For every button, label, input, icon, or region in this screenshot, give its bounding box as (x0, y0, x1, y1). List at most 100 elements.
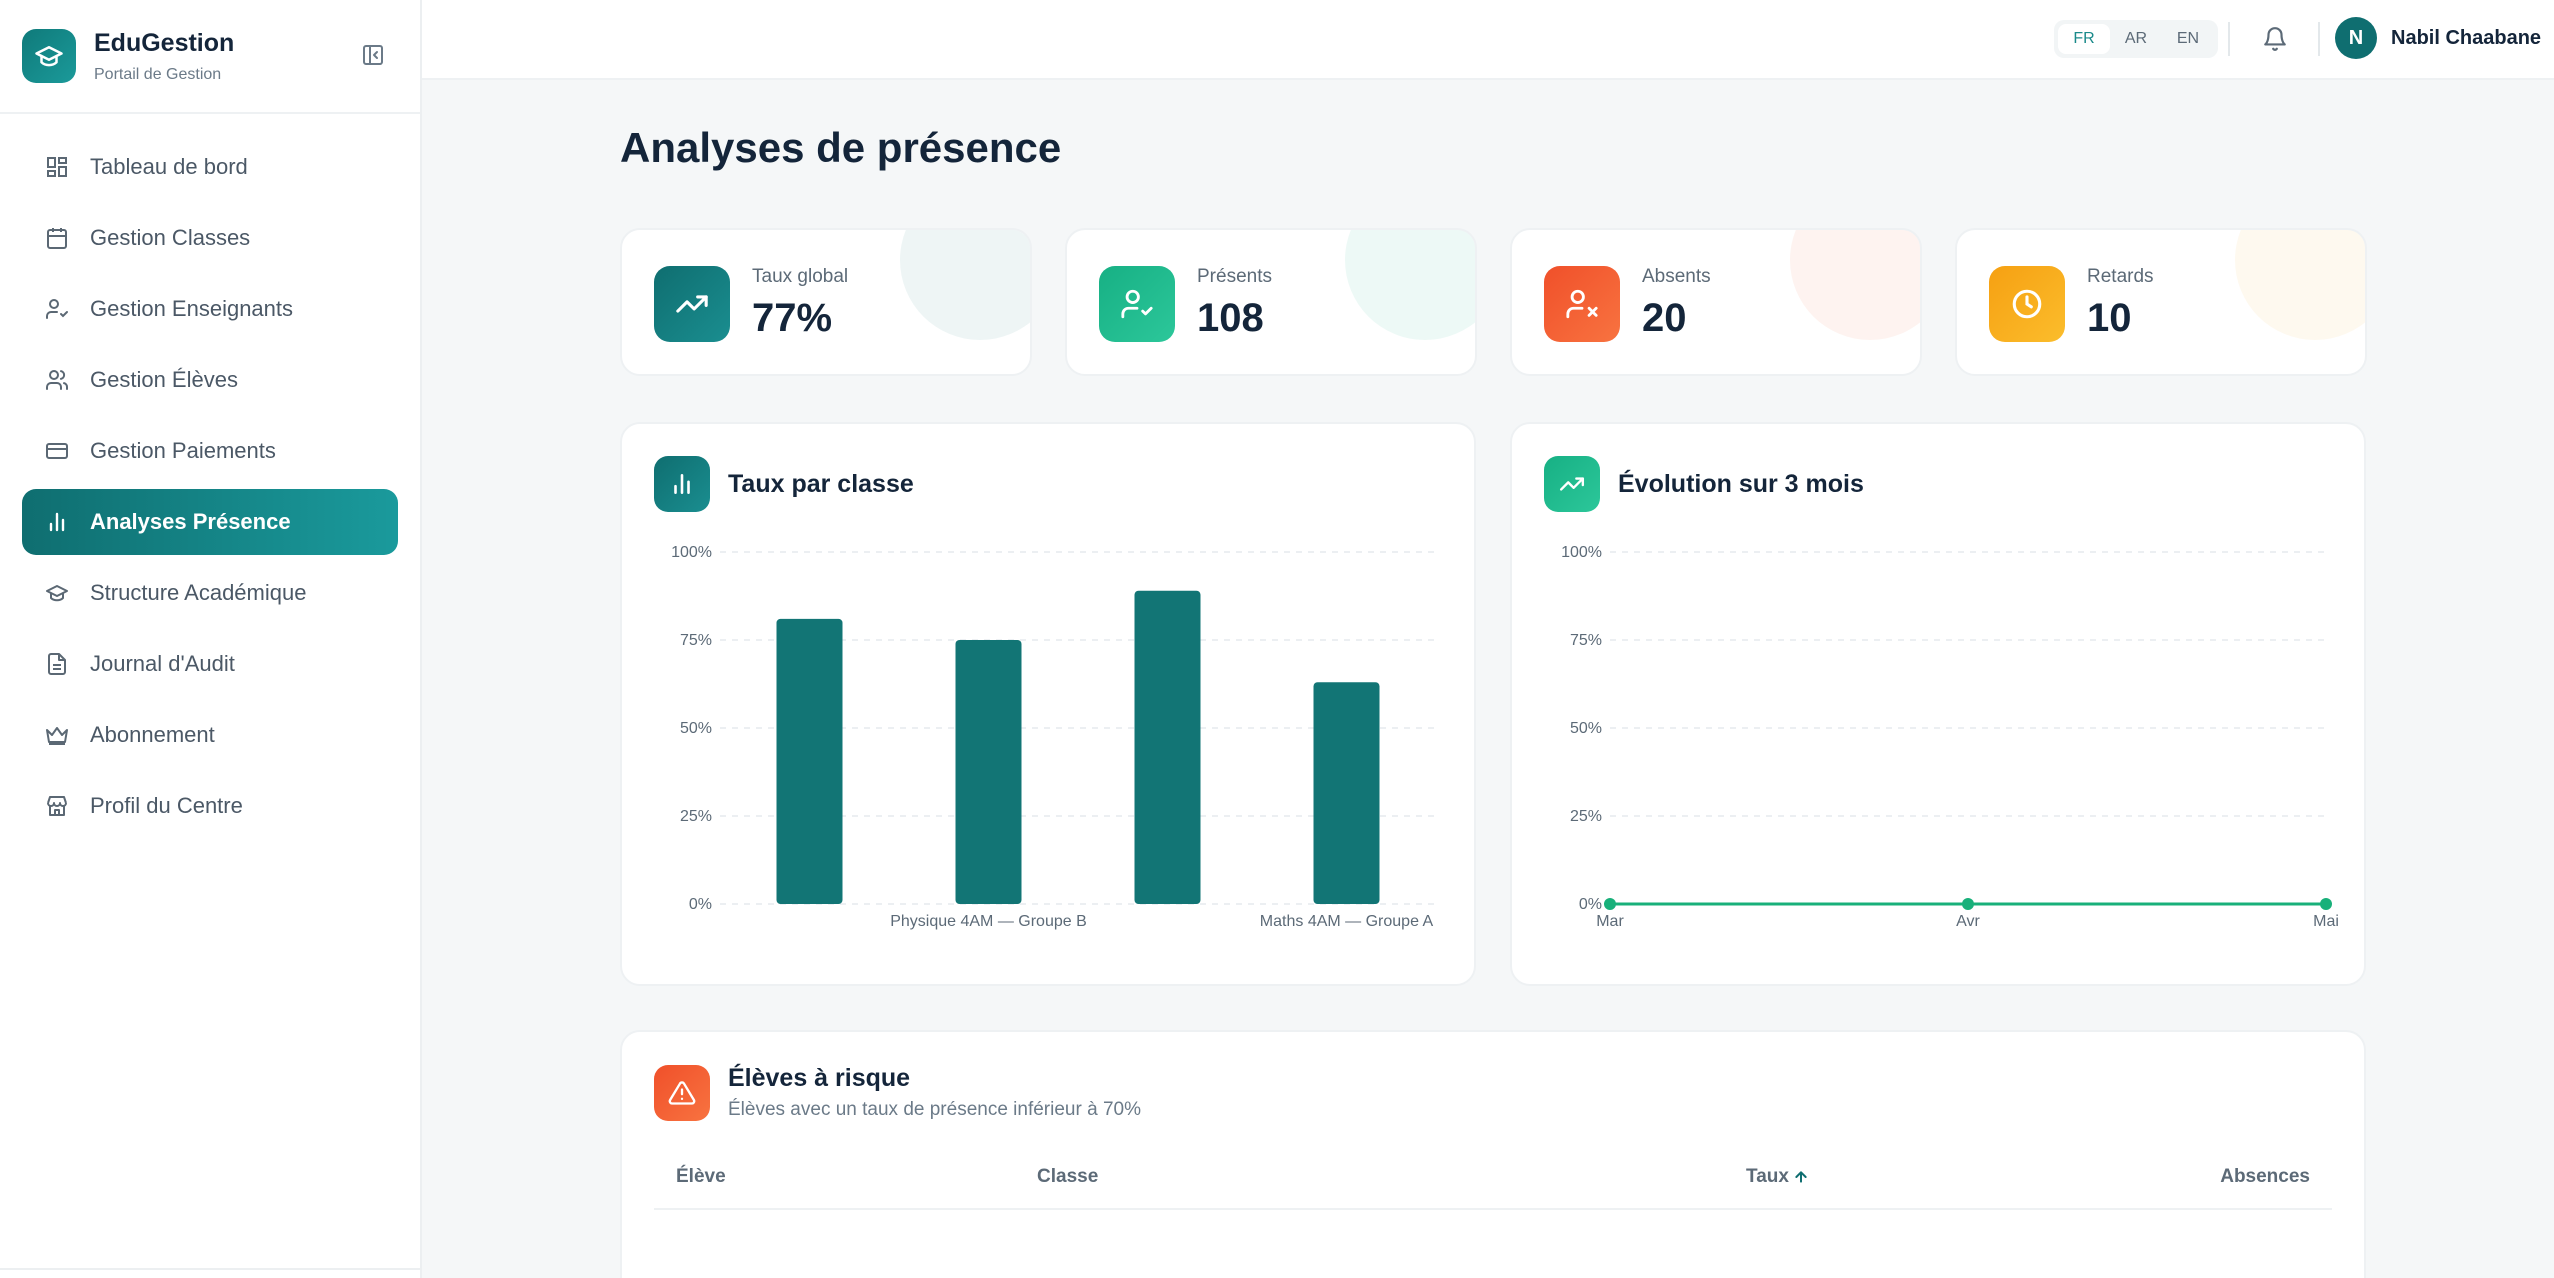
avatar: N (2335, 17, 2377, 59)
sidebar-item-students[interactable]: Gestion Élèves (22, 347, 398, 413)
users-icon (44, 367, 70, 393)
trending-up-icon (1544, 456, 1600, 512)
clock-icon (1989, 266, 2065, 342)
user-check-icon (44, 296, 70, 322)
y-tick-label: 25% (1570, 808, 1602, 825)
stat-label: Taux global (752, 266, 849, 287)
language-en-button[interactable]: EN (2176, 30, 2200, 47)
sidebar-item-label: Journal d'Audit (90, 651, 235, 676)
column-header-student[interactable]: Élève (676, 1166, 726, 1187)
sidebar-item-label: Abonnement (90, 722, 215, 747)
sidebar-item-subscription[interactable]: Abonnement (22, 702, 398, 768)
sidebar-item-audit-log[interactable]: Journal d'Audit (22, 631, 398, 697)
sidebar-item-attendance-analytics[interactable]: Analyses Présence (22, 489, 398, 555)
trending-up-icon (654, 266, 730, 342)
stat-card-late: Retards 10 (1955, 228, 2367, 376)
panel-subtitle: Élèves avec un taux de présence inférieu… (728, 1099, 1141, 1120)
stat-value: 10 (2087, 296, 2132, 340)
y-tick-label: 50% (1570, 720, 1602, 737)
brand-name: EduGestion (94, 28, 235, 57)
crown-icon (44, 722, 70, 748)
x-tick-label: Mar (1596, 913, 1624, 930)
user-menu[interactable]: N Nabil Chaabane (2335, 17, 2541, 59)
chart-panel-by-class: Taux par classe 0% 25% 50% 75% 100% Physique … (620, 422, 1476, 986)
user-check-icon (1099, 266, 1175, 342)
bar-chart: 0% 25% 50% 75% 100% Physique 4AM — Groupe B Ma… (671, 544, 1436, 930)
stat-card-absent: Absents 20 (1510, 228, 1922, 376)
stat-label: Absents (1642, 266, 1711, 287)
y-tick-label: 0% (689, 896, 712, 913)
sidebar-item-label: Analyses Présence (90, 509, 291, 534)
sidebar-footer-divider (0, 1268, 420, 1278)
column-header-class[interactable]: Classe (1037, 1166, 1099, 1187)
store-icon (44, 793, 70, 819)
file-text-icon (44, 651, 70, 677)
sidebar-item-dashboard[interactable]: Tableau de bord (22, 134, 398, 200)
sidebar-item-classes[interactable]: Gestion Classes (22, 205, 398, 271)
topbar-divider (2318, 22, 2320, 56)
bar (1134, 590, 1201, 904)
column-header-absences[interactable]: Absences (2220, 1166, 2310, 1187)
line-chart: 0% 25% 50% 75% 100% Mar Avr Mai (1561, 544, 2339, 930)
graduation-cap-icon (22, 29, 76, 83)
y-tick-label: 75% (680, 632, 712, 649)
calendar-icon (44, 225, 70, 251)
card-decoration (1345, 230, 1475, 340)
bar (776, 618, 843, 904)
bell-icon (2264, 27, 2286, 51)
user-x-icon (1544, 266, 1620, 342)
table-header: Élève Classe Taux Absences (654, 1160, 2332, 1210)
brand-subtitle: Portail de Gestion (94, 65, 222, 83)
at-risk-panel: Élèves à risque Élèves avec un taux de p… (620, 1030, 2366, 1278)
user-name: Nabil Chaabane (2391, 26, 2542, 49)
stat-value: 20 (1642, 296, 1687, 340)
y-tick-label: 25% (680, 808, 712, 825)
data-point (1962, 898, 1974, 910)
collapse-sidebar-button[interactable] (358, 40, 388, 70)
card-decoration (1790, 230, 1920, 340)
graduation-cap-icon (44, 580, 70, 606)
y-tick-label: 100% (1561, 544, 1602, 561)
column-header-rate[interactable]: Taux (1746, 1166, 1809, 1188)
sidebar-item-payments[interactable]: Gestion Paiements (22, 418, 398, 484)
card-decoration (2235, 230, 2365, 340)
notifications-button[interactable] (2258, 22, 2292, 56)
stat-label: Présents (1197, 266, 1272, 287)
sidebar-item-label: Profil du Centre (90, 793, 243, 818)
chart-panel-evolution: Évolution sur 3 mois 0% 25% 50% 75% 100% Mar A… (1510, 422, 2366, 986)
x-tick-label: Maths 4AM — Groupe A (1260, 913, 1434, 930)
topbar: FR AR EN N Nabil Chaabane (422, 0, 2554, 80)
stat-value: 108 (1197, 296, 1264, 340)
bar (955, 640, 1022, 904)
alert-triangle-icon (654, 1064, 710, 1121)
sidebar-item-teachers[interactable]: Gestion Enseignants (22, 276, 398, 342)
stat-card-present: Présents 108 (1065, 228, 1477, 376)
language-fr-button[interactable]: FR (2058, 24, 2110, 54)
y-tick-label: 100% (671, 544, 712, 561)
x-tick-label: Mai (2313, 913, 2339, 930)
sort-ascending-icon (1795, 1171, 1807, 1183)
dashboard-icon (44, 154, 70, 180)
bar-chart-icon (654, 456, 710, 512)
y-tick-label: 75% (1570, 632, 1602, 649)
stat-card-global-rate: Taux global 77% (620, 228, 1032, 376)
sidebar-item-label: Gestion Enseignants (90, 296, 294, 321)
panel-title: Taux par classe (728, 469, 914, 498)
column-header-label: Taux (1746, 1166, 1789, 1187)
data-point (1604, 898, 1616, 910)
panel-collapse-icon (363, 45, 383, 65)
page-title: Analyses de présence (620, 124, 1062, 171)
topbar-divider (2228, 22, 2230, 56)
bar-chart-icon (44, 509, 70, 535)
sidebar-item-academic-structure[interactable]: Structure Académique (22, 560, 398, 626)
language-ar-button[interactable]: AR (2124, 30, 2148, 47)
stat-label: Retards (2087, 266, 2154, 287)
sidebar-item-label: Tableau de bord (90, 154, 248, 179)
sidebar-item-center-profile[interactable]: Profil du Centre (22, 773, 398, 839)
data-point (2320, 898, 2332, 910)
language-switcher: FR AR EN (2054, 20, 2218, 58)
y-tick-label: 50% (680, 720, 712, 737)
panel-title: Évolution sur 3 mois (1618, 469, 1864, 498)
x-tick-label: Physique 4AM — Groupe B (890, 913, 1087, 930)
sidebar-item-label: Gestion Paiements (90, 438, 276, 463)
